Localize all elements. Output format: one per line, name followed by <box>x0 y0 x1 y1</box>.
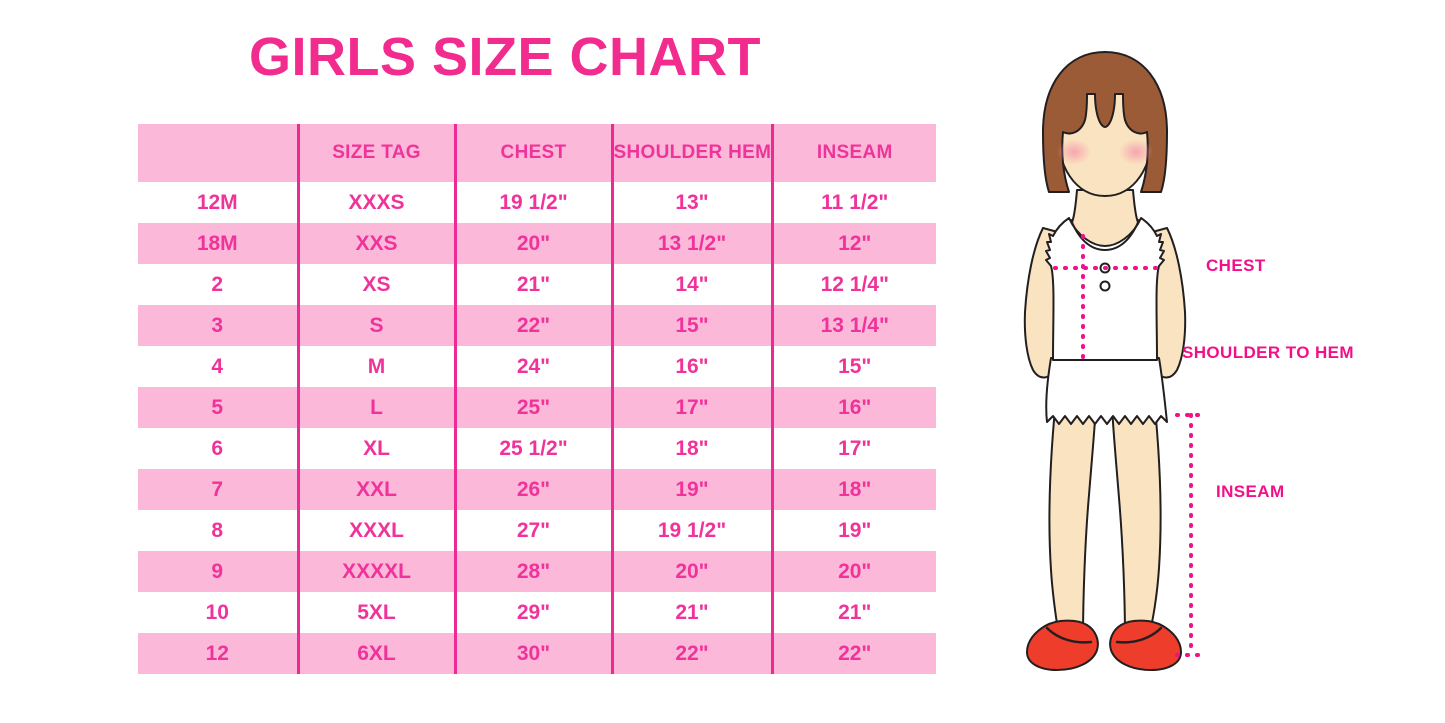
cell-chest: 30" <box>453 633 612 674</box>
cell-size-tag: M <box>296 346 455 387</box>
cell-shoulder-hem: 20" <box>610 551 772 592</box>
button-bottom <box>1099 280 1111 292</box>
cell-size: 6 <box>138 428 298 469</box>
cell-size: 9 <box>138 551 298 592</box>
cell-size-tag: XXS <box>296 223 455 264</box>
cell-chest: 25 1/2" <box>453 428 612 469</box>
shoe-right <box>1109 619 1182 671</box>
cell-size-tag: 6XL <box>296 633 455 674</box>
cell-inseam: 12 1/4" <box>770 264 936 305</box>
cell-shoulder-hem: 14" <box>610 264 772 305</box>
size-chart-table: SIZE TAG CHEST SHOULDER HEM INSEAM 12M X… <box>138 124 936 674</box>
shoe-left <box>1026 619 1099 671</box>
cell-size-tag: XXXL <box>296 510 455 551</box>
table-row: 6 XL 25 1/2" 18" 17" <box>138 428 936 469</box>
cell-inseam: 18" <box>770 469 936 510</box>
cell-chest: 26" <box>453 469 612 510</box>
cell-shoulder-hem: 22" <box>610 633 772 674</box>
table-row: 4 M 24" 16" 15" <box>138 346 936 387</box>
table-row: 5 L 25" 17" 16" <box>138 387 936 428</box>
cell-inseam: 20" <box>770 551 936 592</box>
cell-size: 3 <box>138 305 298 346</box>
cell-inseam: 11 1/2" <box>770 182 936 223</box>
cheek-right <box>1119 139 1153 165</box>
cell-inseam: 15" <box>770 346 936 387</box>
cell-size-tag: XL <box>296 428 455 469</box>
girl-figure-illustration <box>985 40 1235 685</box>
table-body: 12M XXXS 19 1/2" 13" 11 1/2" 18M XXS 20"… <box>138 182 936 674</box>
cell-size: 8 <box>138 510 298 551</box>
cell-size: 18M <box>138 223 298 264</box>
table-row: 7 XXL 26" 19" 18" <box>138 469 936 510</box>
callout-chest-label: CHEST <box>1206 256 1266 275</box>
cell-shoulder-hem: 21" <box>610 592 772 633</box>
column-header-size <box>138 124 298 182</box>
cell-size-tag: XS <box>296 264 455 305</box>
cell-shoulder-hem: 15" <box>610 305 772 346</box>
column-header-size-tag: SIZE TAG <box>296 124 455 182</box>
table-header: SIZE TAG CHEST SHOULDER HEM INSEAM <box>138 124 936 182</box>
cell-chest: 20" <box>453 223 612 264</box>
cell-size: 7 <box>138 469 298 510</box>
table-row: 12 6XL 30" 22" 22" <box>138 633 936 674</box>
cell-size-tag: XXXXL <box>296 551 455 592</box>
cheek-left <box>1057 139 1091 165</box>
cell-shoulder-hem: 18" <box>610 428 772 469</box>
cell-chest: 24" <box>453 346 612 387</box>
cell-shoulder-hem: 13" <box>610 182 772 223</box>
cell-size-tag: S <box>296 305 455 346</box>
cell-size-tag: XXL <box>296 469 455 510</box>
cell-shoulder-hem: 19 1/2" <box>610 510 772 551</box>
column-header-chest: CHEST <box>453 124 612 182</box>
cell-size-tag: XXXS <box>296 182 455 223</box>
cell-chest: 27" <box>453 510 612 551</box>
cell-chest: 28" <box>453 551 612 592</box>
cell-inseam: 17" <box>770 428 936 469</box>
table-row: 3 S 22" 15" 13 1/4" <box>138 305 936 346</box>
header-row: SIZE TAG CHEST SHOULDER HEM INSEAM <box>138 124 936 182</box>
cell-inseam: 19" <box>770 510 936 551</box>
cell-inseam: 12" <box>770 223 936 264</box>
skirt <box>1045 357 1168 425</box>
cell-shoulder-hem: 19" <box>610 469 772 510</box>
cell-inseam: 13 1/4" <box>770 305 936 346</box>
cell-chest: 25" <box>453 387 612 428</box>
hair <box>1042 51 1168 193</box>
cell-size: 12 <box>138 633 298 674</box>
cell-chest: 21" <box>453 264 612 305</box>
cell-size: 5 <box>138 387 298 428</box>
cell-inseam: 21" <box>770 592 936 633</box>
cell-size: 10 <box>138 592 298 633</box>
cell-inseam: 16" <box>770 387 936 428</box>
table-row: 18M XXS 20" 13 1/2" 12" <box>138 223 936 264</box>
cell-size: 12M <box>138 182 298 223</box>
cell-chest: 19 1/2" <box>453 182 612 223</box>
callout-inseam-label: INSEAM <box>1216 482 1285 501</box>
table-row: 2 XS 21" 14" 12 1/4" <box>138 264 936 305</box>
cell-shoulder-hem: 13 1/2" <box>610 223 772 264</box>
table-row: 12M XXXS 19 1/2" 13" 11 1/2" <box>138 182 936 223</box>
table-row: 10 5XL 29" 21" 21" <box>138 592 936 633</box>
cell-size-tag: L <box>296 387 455 428</box>
table-row: 9 XXXXL 28" 20" 20" <box>138 551 936 592</box>
page-title: GIRLS SIZE CHART <box>248 27 761 87</box>
cell-shoulder-hem: 17" <box>610 387 772 428</box>
cell-size-tag: 5XL <box>296 592 455 633</box>
neckline <box>1070 219 1140 251</box>
cell-size: 2 <box>138 264 298 305</box>
cell-chest: 22" <box>453 305 612 346</box>
column-header-inseam: INSEAM <box>770 124 936 182</box>
measurement-guides <box>1053 234 1207 657</box>
cell-inseam: 22" <box>770 633 936 674</box>
callout-shoulder-to-hem-label: SHOULDER TO HEM <box>1182 343 1354 362</box>
column-header-shoulder-hem: SHOULDER HEM <box>610 124 772 182</box>
table-row: 8 XXXL 27" 19 1/2" 19" <box>138 510 936 551</box>
cell-shoulder-hem: 16" <box>610 346 772 387</box>
cell-size: 4 <box>138 346 298 387</box>
cell-chest: 29" <box>453 592 612 633</box>
